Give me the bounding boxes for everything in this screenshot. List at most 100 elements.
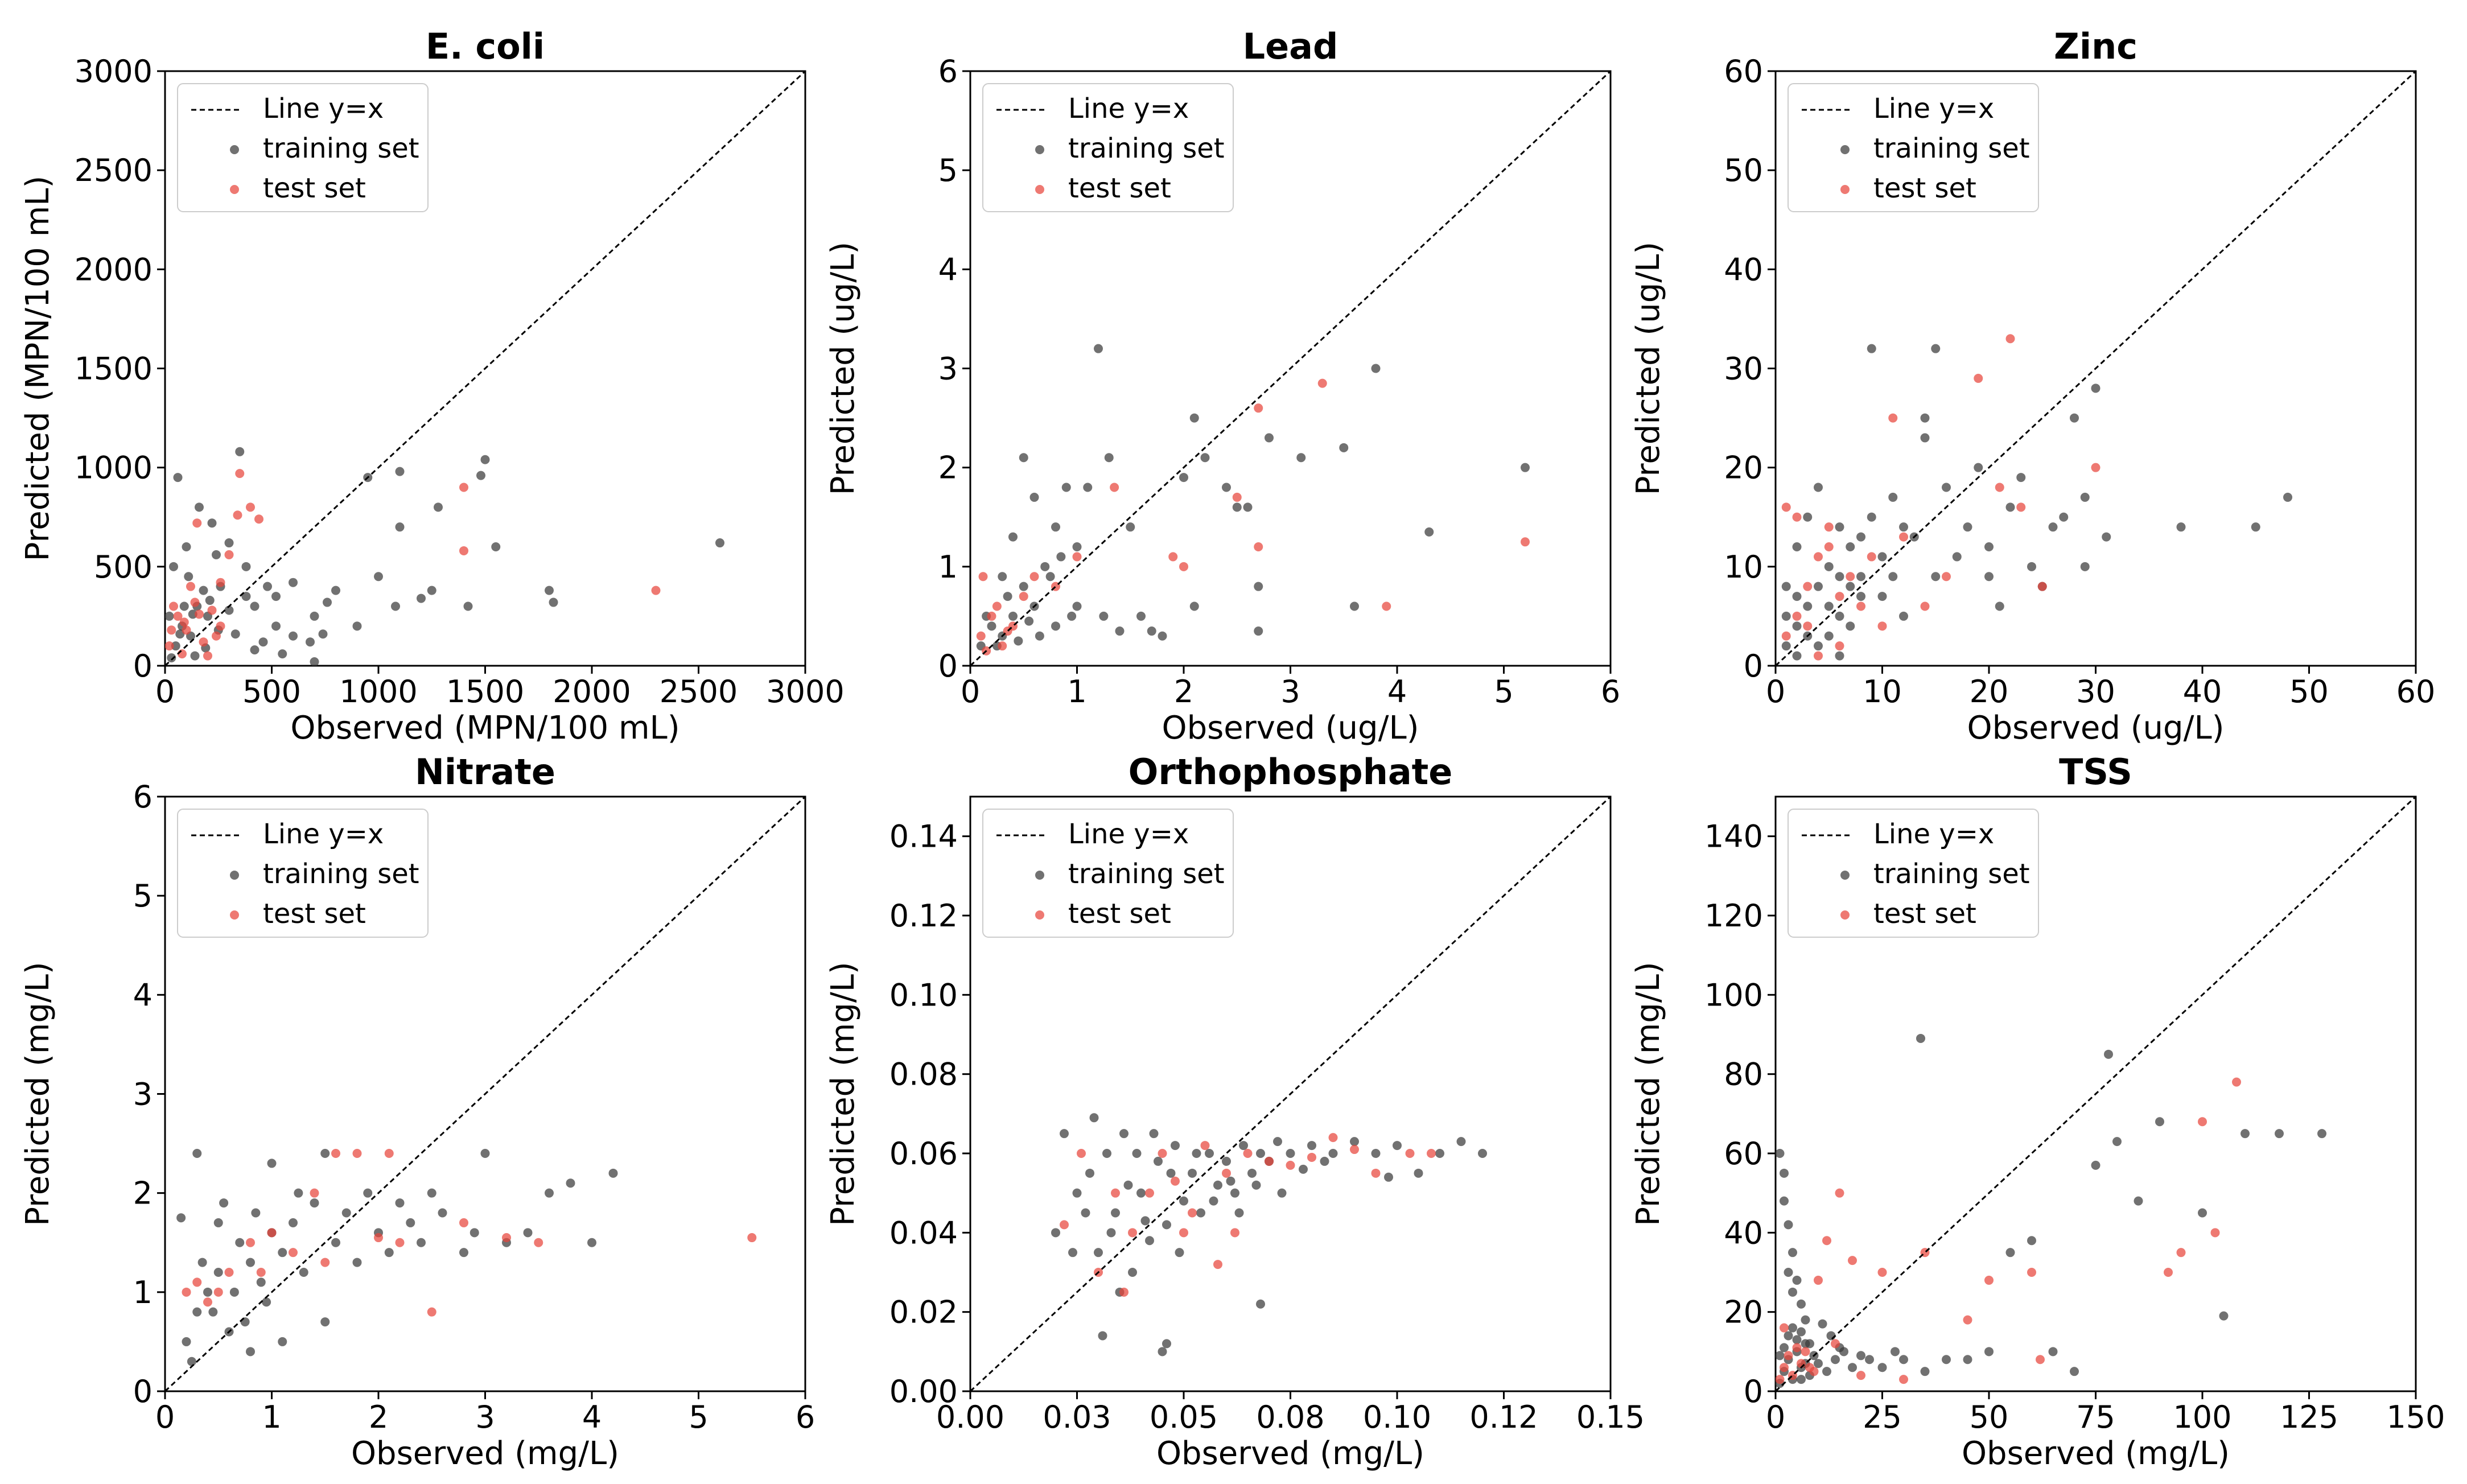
y-tick-label: 3000 [75,53,153,89]
training-set-point [1877,592,1887,601]
training-set-point [1061,483,1071,492]
y-axis-label: Predicted (MPN/100 mL) [19,176,56,562]
training-set-point [1256,1149,1265,1158]
training-set-point [1803,512,1813,522]
training-set-point [352,1258,362,1267]
y-tick-label: 5 [938,152,958,188]
legend-label: training set [1873,133,2030,164]
test-set-point [502,1233,511,1243]
legend-training-swatch [1840,145,1850,154]
training-set-point [1801,1315,1810,1325]
training-set-point [1974,463,1983,472]
test-set-point [352,1149,362,1158]
x-tick-label: 0.12 [1469,1399,1538,1435]
training-set-point [187,1357,196,1366]
x-tick-label: 40 [2183,674,2222,710]
training-set-point [184,572,193,582]
training-set-point [310,611,319,621]
training-set-point [1877,1363,1887,1372]
training-set-point [271,592,281,601]
legend-label: training set [263,133,419,164]
test-set-point [1110,483,1119,492]
training-set-point [289,578,298,587]
y-axis-label: Predicted (mg/L) [19,962,56,1226]
test-set-point [992,601,1002,611]
test-set-point [2232,1077,2241,1087]
training-set-point [1254,626,1263,636]
training-set-point [1371,1149,1381,1158]
training-set-point [2048,1347,2058,1357]
training-set-point [1792,592,1802,601]
training-set-point [192,1149,202,1158]
training-set-point [1222,1156,1231,1166]
training-set-point [1128,1268,1137,1277]
training-set-point [1424,527,1434,537]
panel-4: Nitrate 0 1 2 3 4 5 6 0 1 2 3 4 5 6 Observed (mg/L) Pred… [19,751,815,1472]
scatter-points [165,447,724,666]
training-set-point [469,1228,479,1238]
training-set-point [1824,601,1834,611]
training-set-point [1213,1180,1222,1190]
legend-box [177,809,429,938]
test-set-point [192,518,202,528]
training-set-point [1867,512,1876,522]
identity-line [1774,70,2417,667]
test-set-point [978,572,988,582]
test-set-point [224,550,234,559]
test-set-point [235,469,245,479]
training-set-point [1014,636,1023,646]
test-set-point [1824,522,1834,532]
training-set-point [1119,1129,1129,1139]
x-tick-label: 3 [475,1399,495,1435]
training-set-point [998,572,1007,582]
training-set-point [1846,582,1855,591]
test-set-point [1792,611,1802,621]
training-set-point [195,502,204,512]
x-tick-label: 0 [155,1399,175,1435]
training-set-point [1029,492,1039,502]
test-set-point [1809,1367,1819,1376]
training-set-point [192,1307,202,1317]
training-set-point [1277,1188,1287,1198]
y-axis-label: Predicted (mg/L) [825,962,862,1226]
training-set-point [213,1218,223,1227]
test-set-point [1019,592,1028,601]
test-set-point [976,631,986,641]
training-set-point [318,629,328,639]
training-set-point [1158,1347,1167,1357]
test-set-point [2016,502,2026,512]
test-set-point [1784,1351,1793,1361]
training-set-point [1003,592,1012,601]
training-set-point [1781,582,1791,591]
training-set-point [1189,413,1199,423]
training-set-point [1099,611,1109,621]
training-set-point [1350,601,1359,611]
test-set-point [2027,1268,2036,1277]
test-set-point [1188,1208,1197,1218]
x-axis-label: Observed (ug/L) [1162,710,1419,747]
training-set-point [480,455,490,464]
training-set-point [395,467,405,476]
y-tick-label: 20 [1724,450,1763,486]
scatter-points [176,1149,757,1366]
y-tick-label: 3 [133,1077,153,1112]
training-set-point [374,572,383,582]
training-set-point [1205,1149,1214,1158]
training-set-point [262,1297,271,1307]
legend-box [177,83,429,212]
y-tick-label: 4 [133,977,153,1013]
y-tick-label: 140 [1704,819,1763,855]
test-set-point [1405,1149,1415,1158]
y-tick-label: 1000 [75,450,153,486]
training-set-point [1019,582,1028,591]
training-set-point [1888,492,1898,502]
training-set-point [1478,1149,1487,1158]
y-tick-label: 0.14 [889,819,958,855]
training-set-point [246,1258,255,1267]
training-set-point [1251,1180,1261,1190]
training-set-point [1877,552,1887,562]
y-tick-label: 6 [938,53,958,89]
training-set-point [1126,522,1135,532]
training-set-point [1234,1208,1244,1218]
training-set-point [1094,344,1103,353]
